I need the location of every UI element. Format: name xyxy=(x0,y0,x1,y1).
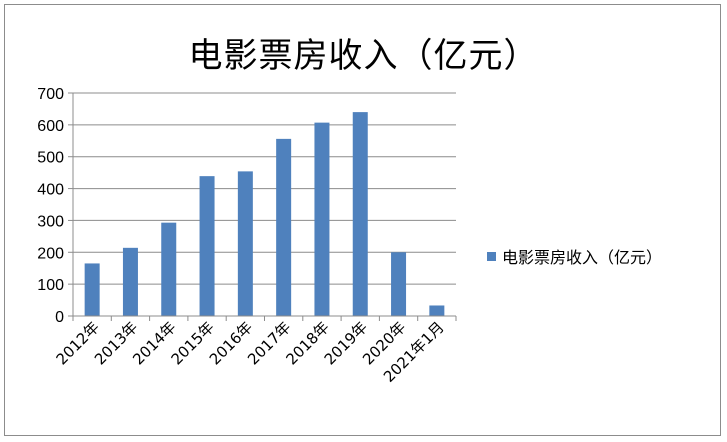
bar xyxy=(352,112,368,316)
y-tick-label: 200 xyxy=(37,245,64,262)
y-tick-label: 700 xyxy=(37,86,64,103)
legend-swatch xyxy=(487,251,496,261)
y-tick-labels: 0 100 200 300 400 500 600 700 xyxy=(37,86,64,326)
y-tick-label: 600 xyxy=(37,118,64,135)
y-tick-label: 400 xyxy=(37,182,64,199)
bar xyxy=(276,138,292,316)
bar xyxy=(237,171,253,316)
bar xyxy=(429,305,445,316)
bar xyxy=(391,252,407,316)
chart-title: 电影票房收入（亿元） xyxy=(188,36,539,76)
bar xyxy=(84,263,100,316)
legend: 电影票房收入（亿元） xyxy=(487,244,662,268)
y-tick-label: 100 xyxy=(37,277,64,294)
legend-label: 电影票房收入（亿元） xyxy=(502,248,663,267)
bars xyxy=(84,112,445,317)
y-tick-label: 0 xyxy=(55,309,64,326)
axes xyxy=(72,93,457,321)
bar xyxy=(122,247,138,316)
bar xyxy=(161,222,177,316)
y-tick-label: 300 xyxy=(37,213,64,230)
y-tick-label: 500 xyxy=(37,150,64,167)
x-tick-labels: 2012年2013年2014年2015年2016年2017年2018年2019年… xyxy=(53,318,448,386)
bar xyxy=(314,122,330,317)
bar xyxy=(199,176,215,316)
